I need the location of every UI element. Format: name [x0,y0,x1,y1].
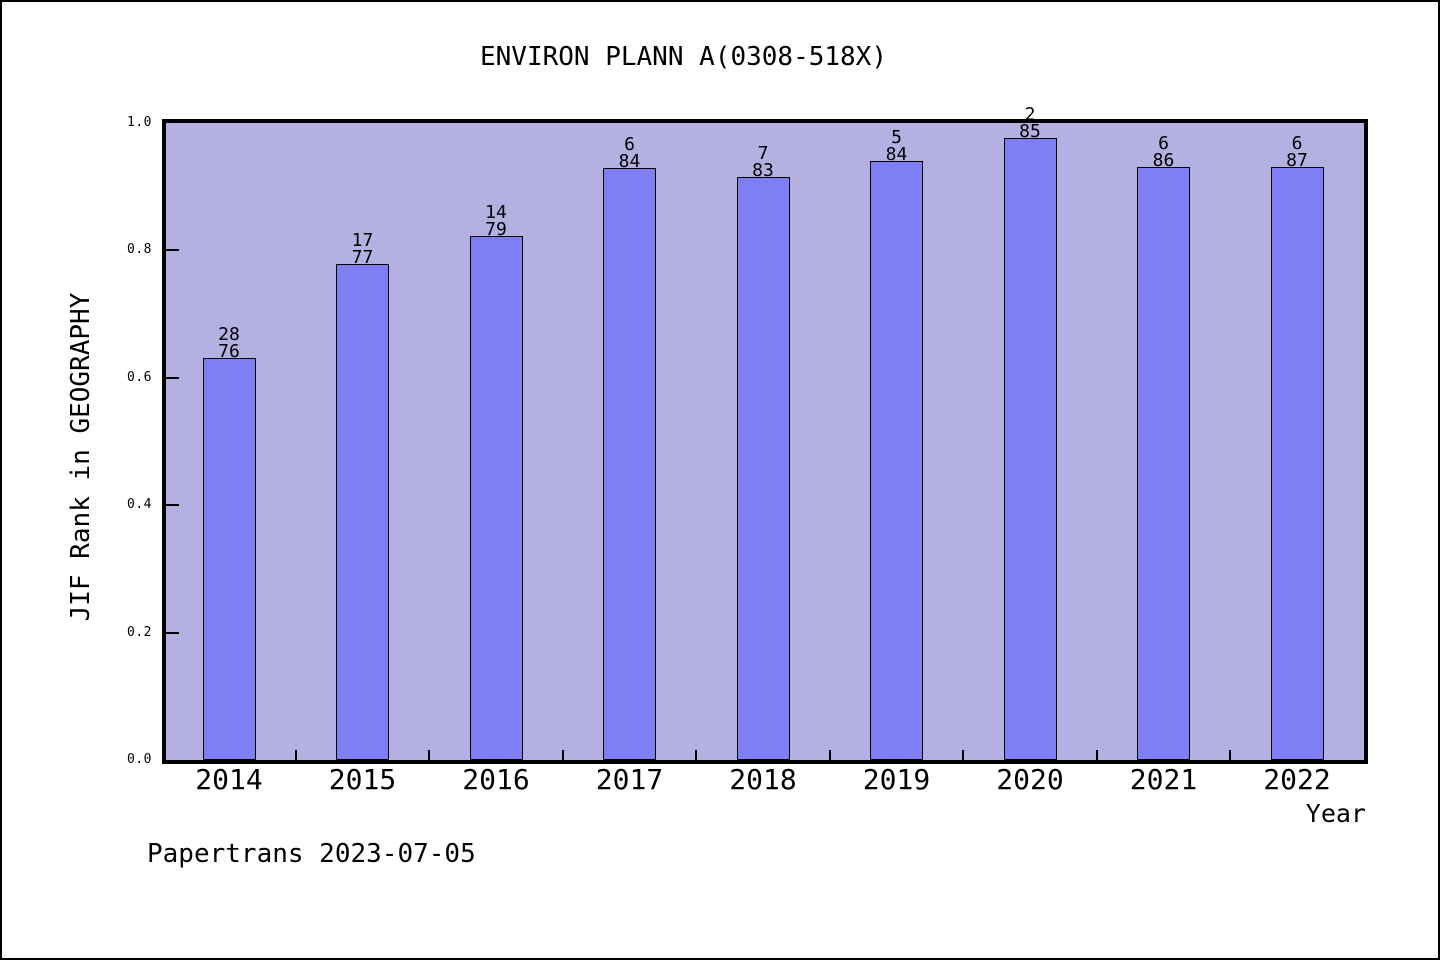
bar-annotation-2020: 2 85 [985,104,1075,142]
x-minor-tick-mark [962,750,965,760]
footer-text: Papertrans 2023-07-05 [147,839,476,869]
x-tick-label-2017: 2017 [595,763,664,796]
x-tick-label-2020: 2020 [996,763,1064,796]
y-tick-label: 0.6 [127,369,152,385]
bar-annotation-total: 86 [1152,150,1175,171]
bar-annotation-total: 87 [1286,150,1308,171]
bar-2018 [736,177,790,760]
bar-annotation-rank: 7 [757,143,769,164]
chart-title: ENVIRON PLANN A(0308-518X) [480,42,887,72]
x-tick-label-2018: 2018 [729,763,797,796]
y-tick-mark [166,249,179,252]
x-tick-label-2016: 2016 [462,763,530,796]
y-tick-label: 0.4 [127,497,152,513]
x-tick-label-2014: 2014 [195,763,263,796]
bar-annotation-total: 85 [1019,121,1041,142]
x-tick-label-2022: 2022 [1263,763,1331,796]
x-tick-label-2021: 2021 [1129,763,1198,796]
bar-annotation-2021: 6 86 [1119,133,1209,171]
y-tick-label: 0.0 [127,752,152,767]
bar-annotation-rank: 2 [1024,104,1036,125]
bar-2017 [603,168,656,760]
bar-2021 [1137,167,1190,760]
bar-annotation-rank: 6 [624,134,635,155]
y-axis-title: JIF Rank in GEOGRAPHY [66,292,96,622]
bar-2016 [469,236,523,760]
bar-annotation-rank: 28 [218,324,240,345]
x-minor-tick-mark [1095,750,1098,760]
y-tick-mark [166,631,179,634]
bar-annotation-2015: 17 77 [318,230,408,268]
bar-annotation-rank: 6 [1291,133,1303,154]
plot-area: 28 76 17 77 14 79 6 84 7 83 5 84 2 85 6 86 6 87 [166,106,1364,760]
x-minor-tick-mark [695,750,698,760]
bar-2014 [202,358,256,760]
bar-annotation-rank: 14 [485,202,507,223]
bar-annotation-2022: 6 87 [1252,133,1342,171]
bar-annotation-2018: 7 83 [718,143,808,181]
bar-annotation-rank: 6 [1158,133,1169,154]
bar-annotation-2017: 6 84 [585,134,675,172]
bar-annotation-total: 76 [218,341,240,362]
bar-annotation-total: 77 [351,247,374,268]
y-tick-label: 0.8 [127,242,152,258]
x-tick-label-2015: 2015 [328,763,397,796]
bar-annotation-total: 84 [885,144,908,165]
bar-2022 [1270,167,1324,760]
y-tick-label: 0.2 [127,624,152,640]
x-minor-tick-mark [1229,750,1232,760]
y-tick-label: 1.0 [127,115,152,130]
y-tick-mark [166,504,179,507]
x-minor-tick-mark [428,750,431,760]
bar-annotation-total: 83 [752,160,774,181]
bar-2019 [870,161,923,760]
bar-annotation-rank: 5 [891,127,902,148]
x-minor-tick-mark [294,750,297,760]
x-minor-tick-mark [828,750,831,760]
bar-annotation-rank: 17 [351,230,374,251]
bar-annotation-total: 79 [485,219,507,240]
x-tick-label-2019: 2019 [862,763,931,796]
x-axis-title: Year [1305,799,1366,828]
bar-annotation-total: 84 [618,151,641,172]
bar-annotation-2016: 14 79 [451,202,541,240]
bar-2020 [1003,138,1057,760]
x-minor-tick-mark [561,750,564,760]
bar-annotation-2014: 28 76 [184,324,274,362]
y-tick-mark [166,376,179,379]
bar-2015 [336,264,389,760]
bar-annotation-2019: 5 84 [852,127,942,165]
